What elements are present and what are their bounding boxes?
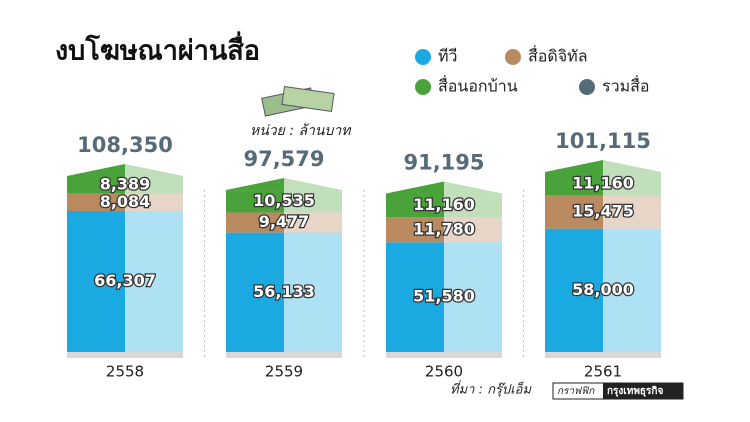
legend-label: สื่อนอกบ้าน bbox=[438, 75, 518, 96]
bar-segment bbox=[545, 195, 603, 229]
legend-label: ทีวี bbox=[438, 47, 458, 66]
floor bbox=[545, 352, 661, 358]
value-label: 8,084 bbox=[100, 192, 151, 211]
legend-label: สื่อดิจิทัล bbox=[528, 45, 588, 66]
bar-segment bbox=[67, 210, 125, 352]
bar-segment bbox=[545, 172, 603, 196]
money-icon bbox=[261, 86, 335, 117]
credit-brand: กรุงเทพธุรกิจ bbox=[607, 385, 663, 397]
bar-segment-side bbox=[444, 217, 502, 243]
bar-segment-side bbox=[125, 175, 183, 194]
legend-swatch bbox=[579, 79, 595, 95]
bar-roof-side bbox=[125, 163, 183, 176]
x-tick-label: 2561 bbox=[584, 363, 622, 381]
value-label: 11,160 bbox=[572, 173, 634, 192]
value-label: 10,535 bbox=[253, 191, 315, 210]
unit-note: หน่วย : ล้านบาท bbox=[250, 123, 352, 139]
chart-title: งบโฆษณาผ่านสื่อ bbox=[55, 31, 260, 67]
bar-segment bbox=[67, 175, 125, 194]
bar-segment bbox=[386, 242, 444, 352]
bar-segment bbox=[386, 217, 444, 243]
bar-segment-side bbox=[444, 193, 502, 218]
floor bbox=[386, 352, 502, 358]
bar-segment bbox=[226, 212, 284, 233]
value-label: 58,000 bbox=[572, 280, 634, 299]
bar-segment-side bbox=[284, 190, 342, 213]
value-label: 56,133 bbox=[253, 282, 315, 301]
x-tick-label: 2560 bbox=[425, 363, 463, 381]
bar-roof-side bbox=[284, 178, 342, 191]
bar-roof-side bbox=[603, 160, 661, 172]
bar-segment-side bbox=[284, 232, 342, 352]
legend-label: รวมสื่อ bbox=[602, 75, 650, 96]
value-label: 8,389 bbox=[100, 174, 151, 193]
bar-roof bbox=[67, 163, 125, 176]
bar-segment bbox=[226, 190, 284, 213]
total-label: 97,579 bbox=[243, 147, 324, 171]
bar-roof bbox=[226, 178, 284, 191]
value-label: 51,580 bbox=[413, 287, 475, 306]
bar-segment bbox=[545, 228, 603, 352]
bar-segment bbox=[67, 193, 125, 211]
bar-roof bbox=[386, 181, 444, 194]
bar-roof bbox=[545, 160, 603, 172]
total-label: 91,195 bbox=[403, 151, 484, 175]
bar-roof-side bbox=[444, 181, 502, 194]
bar-segment-side bbox=[284, 212, 342, 233]
value-label: 11,160 bbox=[413, 195, 475, 214]
legend-swatch bbox=[505, 49, 521, 65]
floor bbox=[67, 352, 183, 358]
bar-segment-side bbox=[603, 172, 661, 196]
bar-segment-side bbox=[603, 228, 661, 352]
floor bbox=[226, 352, 342, 358]
bar-segment-side bbox=[603, 195, 661, 229]
bar-segment bbox=[386, 193, 444, 218]
credit-label: กราฟฟิก bbox=[557, 385, 595, 397]
credit-box-dark bbox=[603, 383, 683, 399]
value-label: 11,780 bbox=[413, 219, 475, 238]
bar-segment-side bbox=[125, 193, 183, 211]
value-label: 9,477 bbox=[259, 212, 310, 231]
bar-segment-side bbox=[125, 210, 183, 352]
legend-swatch bbox=[415, 49, 431, 65]
x-tick-label: 2558 bbox=[106, 363, 144, 381]
value-label: 15,475 bbox=[572, 202, 634, 221]
x-tick-label: 2559 bbox=[265, 363, 303, 381]
bar-segment bbox=[226, 232, 284, 352]
bar-segment-side bbox=[444, 242, 502, 352]
legend-swatch bbox=[415, 79, 431, 95]
value-label: 66,307 bbox=[94, 271, 156, 290]
total-label: 101,115 bbox=[555, 129, 651, 153]
source-note: ที่มา : กรุ๊ปเอ็ม bbox=[450, 380, 532, 398]
total-label: 108,350 bbox=[77, 133, 173, 157]
